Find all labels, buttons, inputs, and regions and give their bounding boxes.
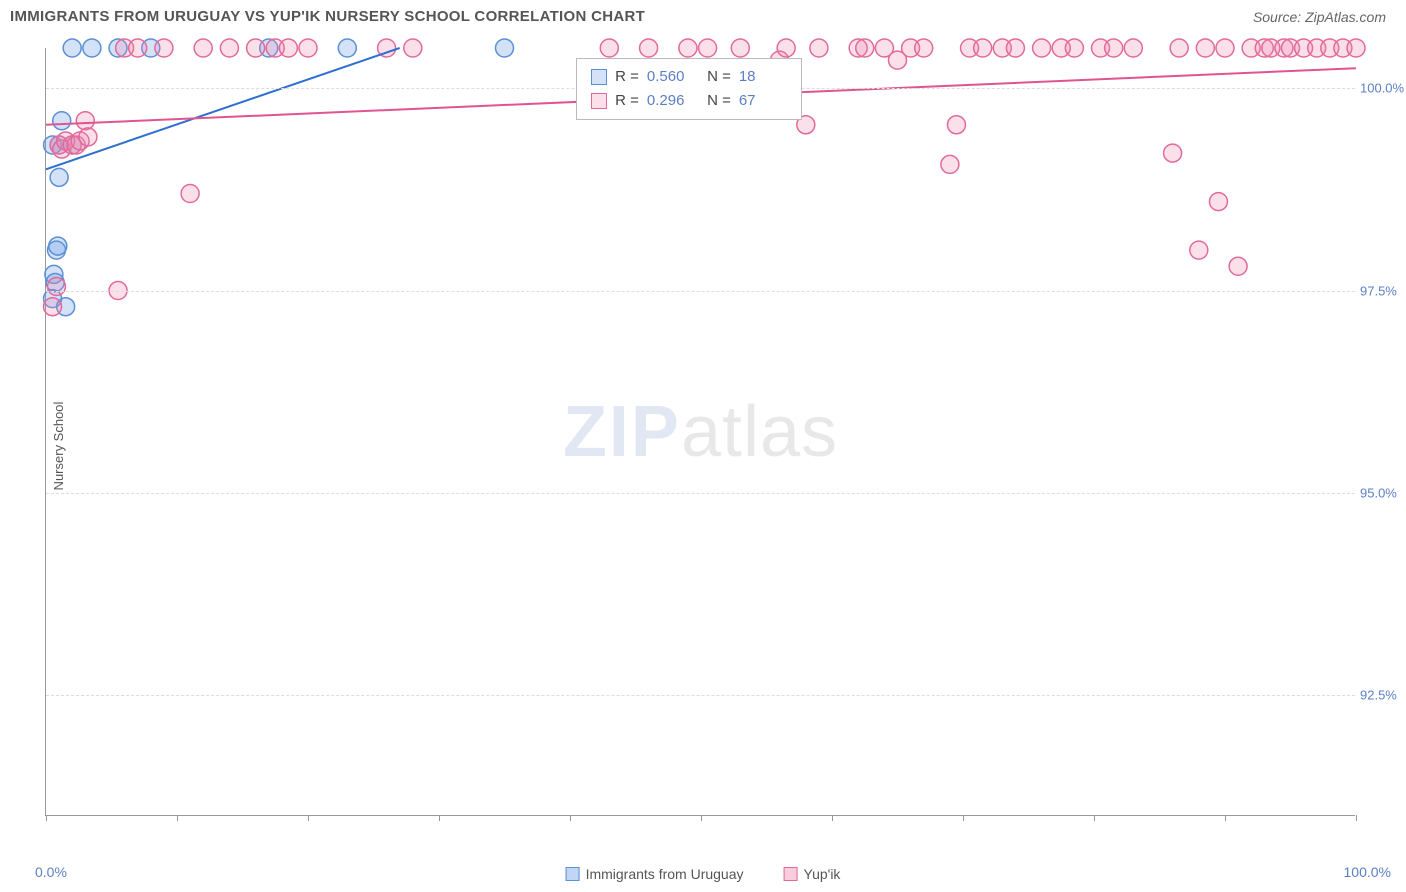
scatter-point (496, 39, 514, 57)
scatter-point (1347, 39, 1365, 57)
stat-n-value: 18 (739, 65, 787, 89)
scatter-point (947, 116, 965, 134)
chart-svg (46, 48, 1355, 815)
stats-row: R = 0.560 N = 18 (591, 65, 787, 89)
scatter-point (1229, 257, 1247, 275)
xtick (1225, 815, 1226, 821)
scatter-point (53, 112, 71, 130)
source-label: Source: ZipAtlas.com (1253, 9, 1386, 25)
scatter-point (1006, 39, 1024, 57)
chart-title: IMMIGRANTS FROM URUGUAY VS YUP'IK NURSER… (10, 8, 645, 25)
ytick-label: 92.5% (1360, 687, 1405, 702)
scatter-point (600, 39, 618, 57)
scatter-point (1209, 193, 1227, 211)
scatter-point (1196, 39, 1214, 57)
legend-label: Immigrants from Uruguay (586, 866, 744, 882)
xtick (1094, 815, 1095, 821)
stat-r-value: 0.296 (647, 89, 695, 113)
scatter-point (810, 39, 828, 57)
stat-label-r: R = (615, 65, 639, 89)
scatter-point (1164, 144, 1182, 162)
gridline (46, 695, 1355, 696)
stat-label-r: R = (615, 89, 639, 113)
ytick-label: 95.0% (1360, 485, 1405, 500)
scatter-point (679, 39, 697, 57)
scatter-point (247, 39, 265, 57)
xtick (439, 815, 440, 821)
scatter-point (1105, 39, 1123, 57)
scatter-point (155, 39, 173, 57)
xtick (570, 815, 571, 821)
scatter-point (1065, 39, 1083, 57)
scatter-point (44, 298, 62, 316)
scatter-point (50, 168, 68, 186)
xtick (832, 815, 833, 821)
scatter-point (777, 39, 795, 57)
gridline (46, 493, 1355, 494)
scatter-point (731, 39, 749, 57)
scatter-point (699, 39, 717, 57)
scatter-point (1216, 39, 1234, 57)
legend-swatch (784, 867, 798, 881)
scatter-point (279, 39, 297, 57)
stat-label-n: N = (703, 89, 731, 113)
xtick (701, 815, 702, 821)
ytick-label: 100.0% (1360, 81, 1405, 96)
stat-r-value: 0.560 (647, 65, 695, 89)
scatter-point (49, 237, 67, 255)
stat-n-value: 67 (739, 89, 787, 113)
xtick (46, 815, 47, 821)
ytick-label: 97.5% (1360, 283, 1405, 298)
xtick (177, 815, 178, 821)
scatter-point (299, 39, 317, 57)
legend-swatch (566, 867, 580, 881)
scatter-point (129, 39, 147, 57)
scatter-point (404, 39, 422, 57)
scatter-point (941, 155, 959, 173)
scatter-point (83, 39, 101, 57)
scatter-point (974, 39, 992, 57)
stats-swatch (591, 93, 607, 109)
scatter-point (1033, 39, 1051, 57)
scatter-point (76, 112, 94, 130)
scatter-point (338, 39, 356, 57)
scatter-point (856, 39, 874, 57)
legend-item: Immigrants from Uruguay (566, 866, 744, 882)
legend-label: Yup'ik (804, 866, 841, 882)
scatter-point (194, 39, 212, 57)
scatter-point (1190, 241, 1208, 259)
stats-box: R = 0.560 N = 18 R = 0.296 N = 67 (576, 58, 802, 120)
legend-bottom: Immigrants from Uruguay Yup'ik (566, 866, 841, 882)
scatter-point (47, 277, 65, 295)
legend-item: Yup'ik (784, 866, 841, 882)
stats-swatch (591, 69, 607, 85)
scatter-point (220, 39, 238, 57)
xtick (1356, 815, 1357, 821)
xtick (308, 815, 309, 821)
regression-line (46, 48, 400, 169)
x-axis-min-label: 0.0% (35, 864, 67, 880)
scatter-point (79, 128, 97, 146)
scatter-point (181, 185, 199, 203)
gridline (46, 291, 1355, 292)
plot-area: ZIPatlas 100.0%97.5%95.0%92.5%R =0.560 N… (45, 48, 1355, 816)
xtick (963, 815, 964, 821)
scatter-point (1170, 39, 1188, 57)
stat-label-n: N = (703, 65, 731, 89)
scatter-point (915, 39, 933, 57)
x-axis-max-label: 100.0% (1344, 864, 1391, 880)
stats-row: R = 0.296 N = 67 (591, 89, 787, 113)
scatter-point (63, 39, 81, 57)
scatter-point (1124, 39, 1142, 57)
scatter-point (640, 39, 658, 57)
chart-header: IMMIGRANTS FROM URUGUAY VS YUP'IK NURSER… (0, 0, 1406, 33)
